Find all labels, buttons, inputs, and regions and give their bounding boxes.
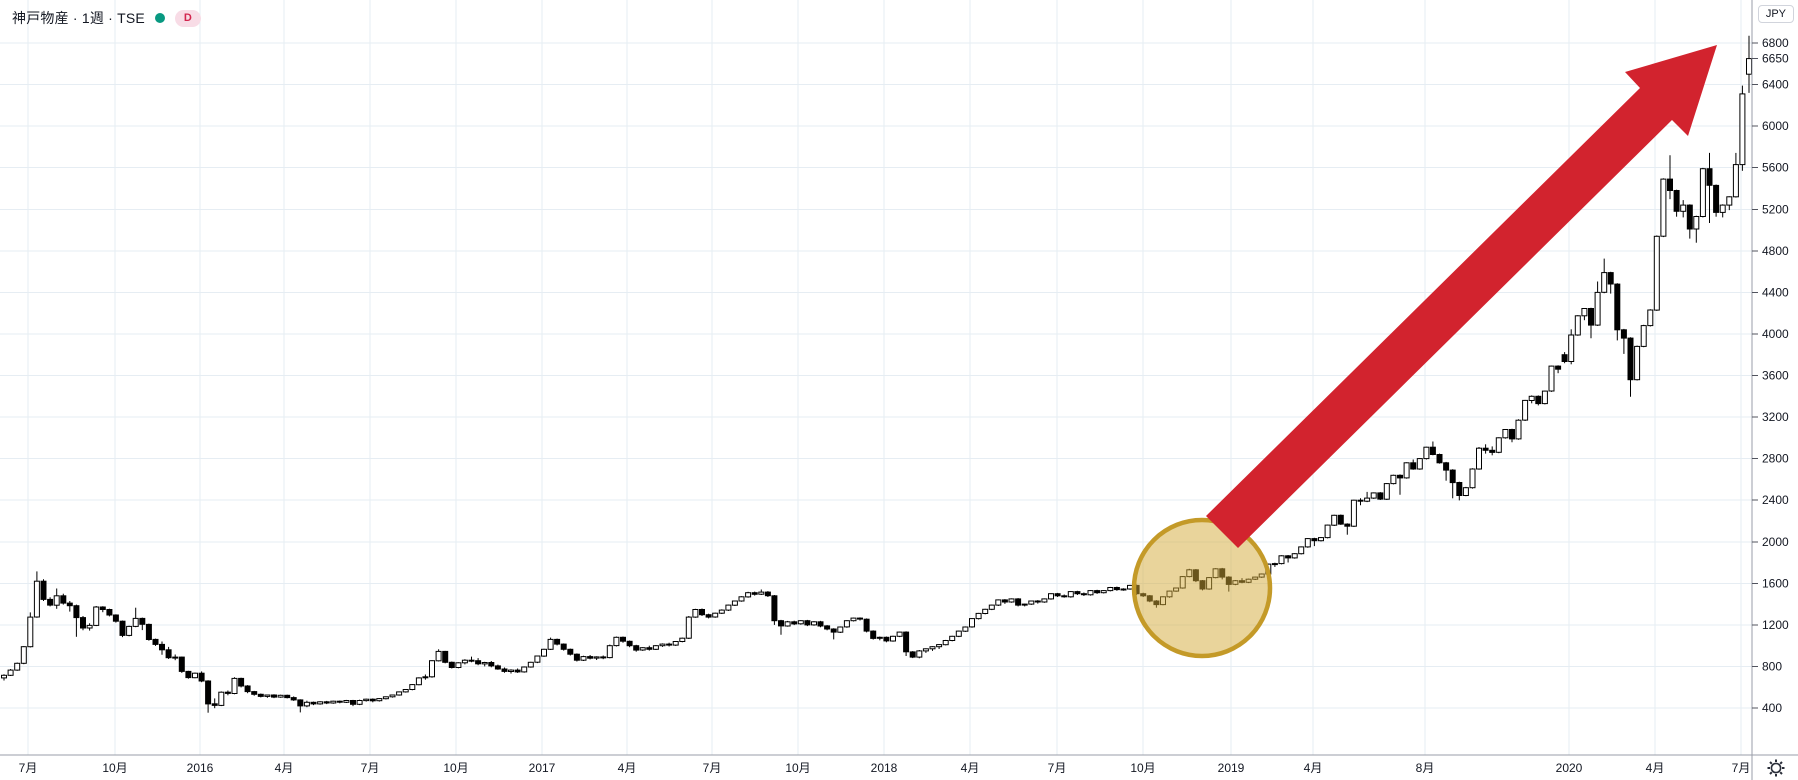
- svg-text:7月: 7月: [19, 761, 38, 775]
- svg-text:2018: 2018: [871, 761, 898, 775]
- candles-series: [1, 35, 1752, 713]
- svg-text:6400: 6400: [1762, 78, 1789, 92]
- svg-text:1600: 1600: [1762, 576, 1789, 590]
- market-status-dot: [154, 13, 165, 23]
- svg-text:8月: 8月: [1416, 761, 1435, 775]
- price-scale[interactable]: [1752, 0, 1798, 755]
- svg-text:5200: 5200: [1762, 202, 1789, 216]
- symbol-title[interactable]: 神戸物産 · 1週 · TSE: [12, 10, 145, 26]
- svg-text:400: 400: [1762, 701, 1782, 715]
- last-price-label: 6650: [1762, 52, 1789, 66]
- svg-text:800: 800: [1762, 659, 1782, 673]
- svg-text:4月: 4月: [1304, 761, 1323, 775]
- svg-text:2017: 2017: [529, 761, 556, 775]
- svg-text:4月: 4月: [961, 761, 980, 775]
- svg-text:1200: 1200: [1762, 618, 1789, 632]
- currency-unit-button[interactable]: JPY: [1757, 5, 1794, 23]
- svg-text:6000: 6000: [1762, 119, 1789, 133]
- svg-text:4月: 4月: [275, 761, 294, 775]
- svg-text:3200: 3200: [1762, 410, 1789, 424]
- svg-text:2400: 2400: [1762, 493, 1789, 507]
- svg-text:4月: 4月: [1646, 761, 1665, 775]
- svg-text:2016: 2016: [187, 761, 214, 775]
- svg-text:4月: 4月: [618, 761, 637, 775]
- svg-text:7月: 7月: [361, 761, 380, 775]
- svg-text:2000: 2000: [1762, 535, 1789, 549]
- svg-text:4400: 4400: [1762, 285, 1789, 299]
- svg-text:6800: 6800: [1762, 36, 1789, 50]
- svg-text:7月: 7月: [1732, 761, 1751, 775]
- svg-text:2800: 2800: [1762, 452, 1789, 466]
- trend-arrow-annotation[interactable]: [1206, 45, 1717, 548]
- delayed-data-badge[interactable]: D: [174, 9, 201, 27]
- time-axis-labels: 7月 10月 2016 4月 7月 10月 2017 4月 7月 10月 2018 4月 7月 10月 20…: [19, 761, 1751, 775]
- svg-text:10月: 10月: [785, 761, 810, 775]
- axis-settings-gear-icon[interactable]: [1766, 758, 1786, 778]
- svg-text:4000: 4000: [1762, 327, 1789, 341]
- svg-text:3600: 3600: [1762, 369, 1789, 383]
- svg-text:4800: 4800: [1762, 244, 1789, 258]
- svg-text:7月: 7月: [703, 761, 722, 775]
- highlight-circle-annotation[interactable]: [1131, 517, 1273, 659]
- svg-text:5600: 5600: [1762, 161, 1789, 175]
- grid: [0, 0, 1752, 755]
- svg-text:10月: 10月: [102, 761, 127, 775]
- svg-text:2020: 2020: [1556, 761, 1583, 775]
- time-scale[interactable]: [0, 755, 1752, 780]
- svg-text:7月: 7月: [1048, 761, 1067, 775]
- svg-text:10月: 10月: [1130, 761, 1155, 775]
- price-axis-labels: 6800 6400 6000 5600 5200 4800 4400 4000 3600 3200…: [1752, 36, 1789, 715]
- chart-legend: 神戸物産 · 1週 · TSE D: [12, 8, 201, 28]
- svg-text:10月: 10月: [443, 761, 468, 775]
- svg-text:2019: 2019: [1218, 761, 1245, 775]
